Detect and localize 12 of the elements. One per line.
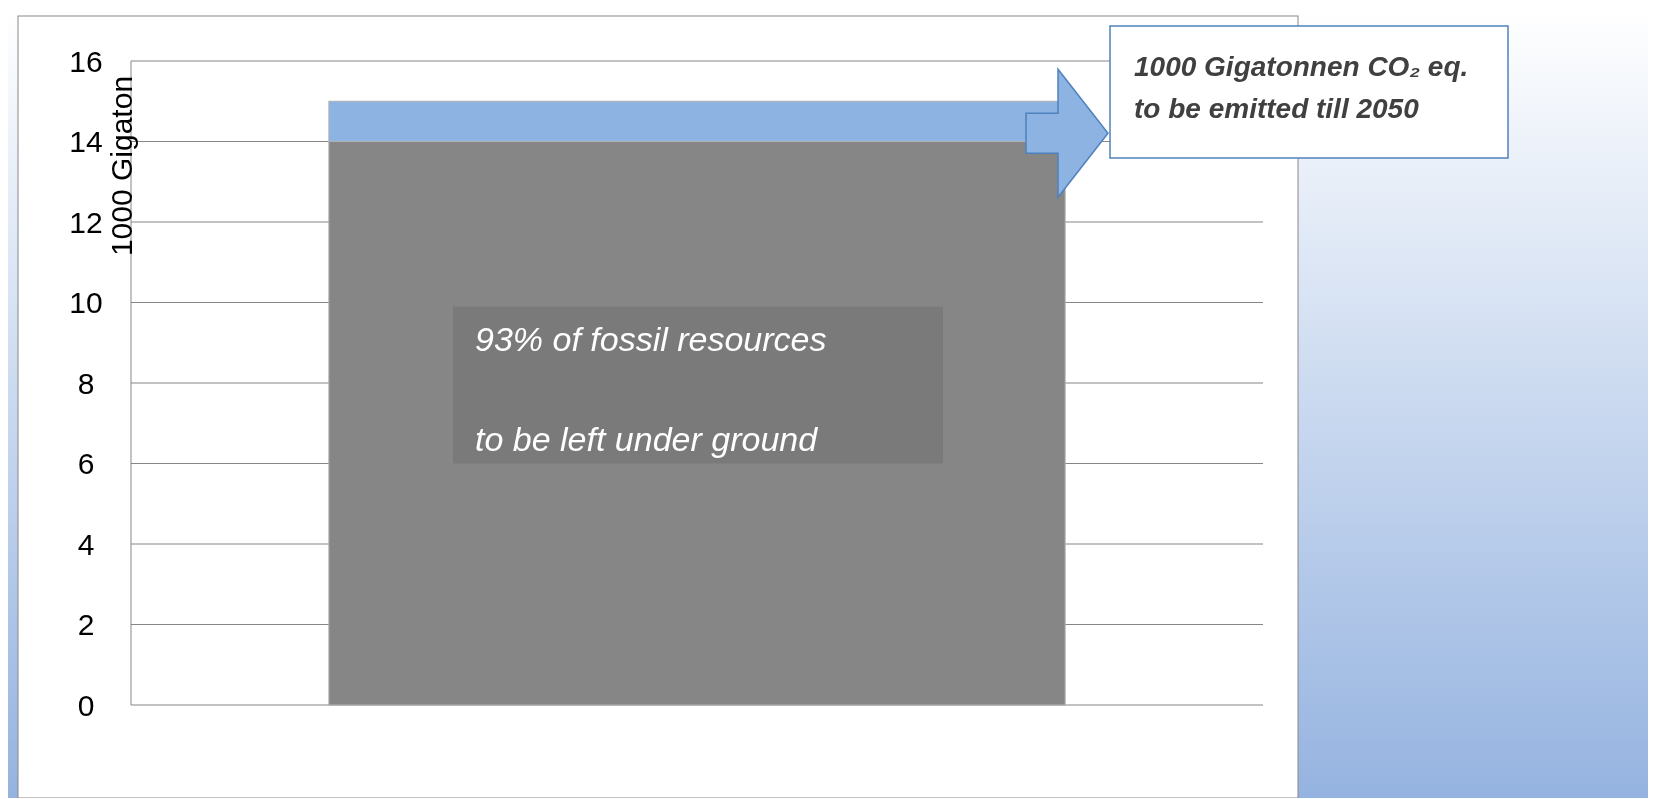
y-tick-label: 0 — [77, 688, 95, 722]
y-tick-label: 2 — [77, 608, 95, 641]
y-tick-label: 14 — [69, 125, 103, 158]
y-tick-label: 16 — [69, 44, 103, 78]
y-tick-label: 12 — [69, 205, 103, 239]
y-axis-title: 1000 Gigaton — [104, 75, 138, 257]
annotation: 1000 Gigatonnen CO₂ eq. to be emitted till 2050 — [1134, 51, 1469, 124]
text: 93% of fossil resources to be left under ground — [475, 319, 827, 458]
y-tick-label: 10 — [69, 286, 103, 319]
y-tick-label: 6 — [77, 447, 95, 480]
y-tick-label: 8 — [77, 366, 95, 400]
y-tick-label: 4 — [77, 527, 95, 561]
